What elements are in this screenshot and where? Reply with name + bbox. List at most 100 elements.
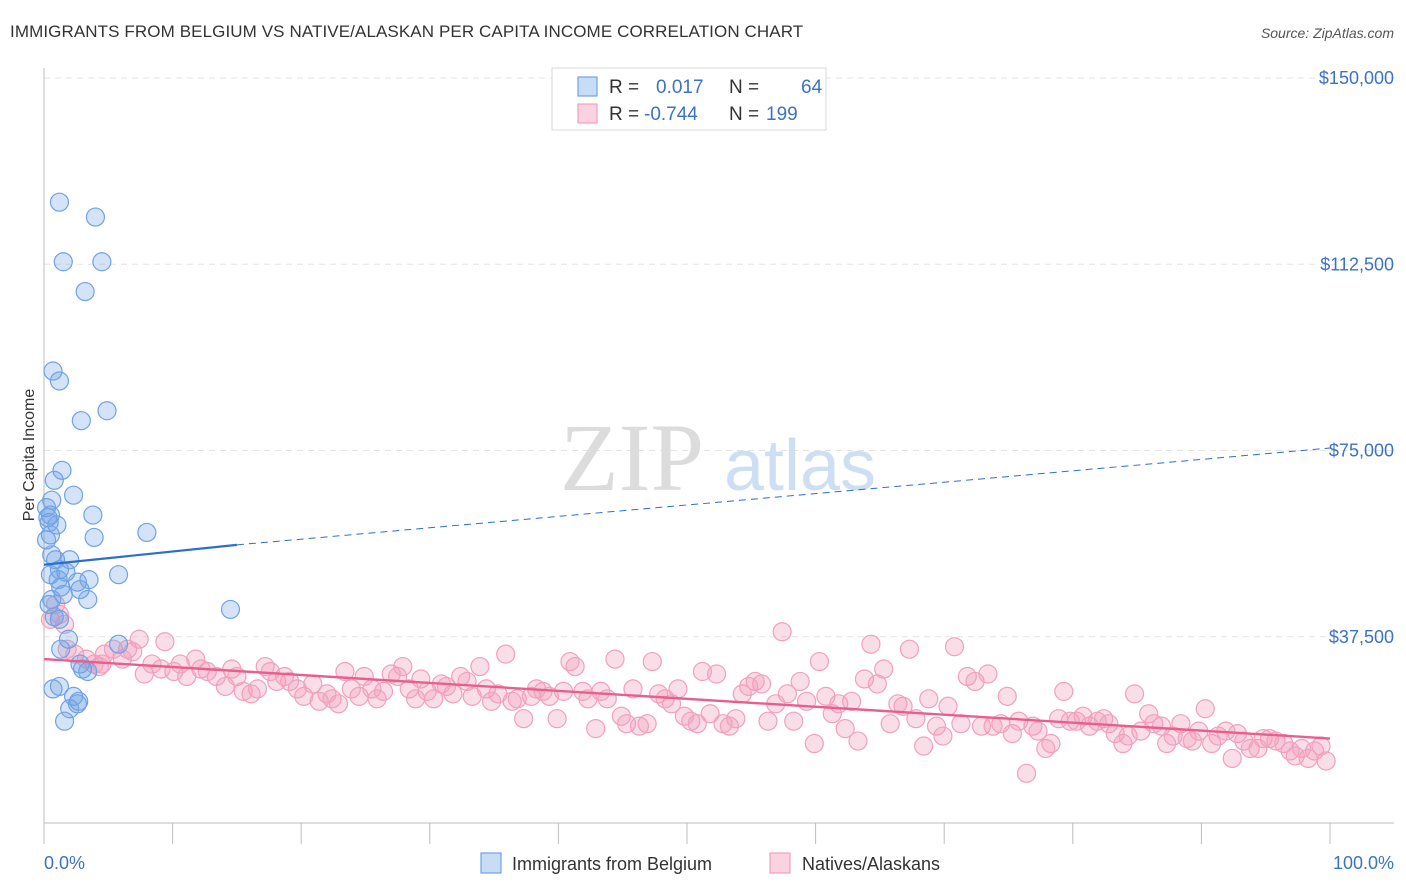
natives-point-64 bbox=[470, 656, 490, 677]
natives-point-30 bbox=[247, 679, 268, 699]
natives-point-29 bbox=[241, 684, 261, 704]
belgium-point-54 bbox=[54, 711, 75, 731]
belgium-point-35 bbox=[53, 584, 73, 605]
natives-point-23 bbox=[197, 661, 217, 682]
belgium-point-42 bbox=[58, 629, 79, 649]
natives-point-98 bbox=[687, 714, 707, 734]
bottom-legend-label-belgium: Immigrants from Belgium bbox=[512, 854, 712, 874]
belgium-point-3 bbox=[92, 252, 112, 272]
natives-point-28 bbox=[233, 681, 253, 701]
natives-point-66 bbox=[481, 691, 502, 711]
natives-trend-line bbox=[43, 657, 1331, 740]
natives-point-147 bbox=[1002, 723, 1022, 744]
belgium-point-5 bbox=[43, 361, 63, 381]
belgium-point-4 bbox=[75, 281, 95, 302]
natives-point-44 bbox=[341, 679, 361, 699]
natives-point-108 bbox=[751, 674, 772, 694]
belgium-point-17 bbox=[47, 515, 67, 535]
natives-point-70 bbox=[507, 689, 527, 709]
natives-point-149 bbox=[1016, 763, 1037, 783]
series-belgium-points bbox=[36, 192, 241, 731]
legend-n-label-belgium: N = bbox=[729, 77, 759, 98]
belgium-point-49 bbox=[49, 676, 70, 697]
watermark: ZIP atlas bbox=[560, 404, 876, 511]
watermark-atlas: atlas bbox=[724, 426, 876, 506]
belgium-point-9 bbox=[52, 460, 72, 480]
trend-lines bbox=[43, 447, 1331, 740]
source-label: Source: ZipAtlas.com bbox=[1260, 25, 1394, 41]
bottom-legend-swatch-belgium bbox=[480, 852, 502, 874]
legend-swatch-natives bbox=[577, 103, 598, 124]
belgium-point-14 bbox=[40, 505, 61, 525]
natives-point-2 bbox=[49, 604, 70, 625]
bottom-legend-swatch-natives bbox=[769, 852, 791, 874]
natives-point-171 bbox=[1157, 733, 1177, 754]
natives-point-99 bbox=[692, 661, 713, 682]
natives-point-79 bbox=[565, 656, 585, 677]
natives-point-139 bbox=[951, 714, 971, 734]
belgium-point-6 bbox=[49, 371, 70, 391]
natives-point-153 bbox=[1041, 733, 1061, 754]
belgium-point-47 bbox=[78, 661, 98, 682]
natives-point-151 bbox=[1028, 721, 1048, 741]
natives-point-104 bbox=[726, 709, 746, 729]
natives-point-134 bbox=[919, 689, 939, 709]
natives-point-178 bbox=[1202, 733, 1222, 754]
belgium-point-2 bbox=[53, 252, 73, 272]
legend-r-label-natives: R = bbox=[609, 104, 639, 125]
belgium-point-11 bbox=[63, 485, 84, 505]
natives-point-184 bbox=[1240, 738, 1260, 759]
natives-point-114 bbox=[790, 671, 810, 692]
belgium-point-21 bbox=[137, 522, 157, 543]
legend-r-value-belgium: 0.017 bbox=[656, 77, 704, 98]
top-legend: R = 0.017 N = 64 R = -0.744 N = 199 bbox=[551, 67, 827, 131]
belgium-point-31 bbox=[48, 570, 68, 590]
natives-point-65 bbox=[476, 679, 496, 699]
natives-point-116 bbox=[804, 733, 824, 754]
natives-point-109 bbox=[758, 711, 778, 731]
natives-point-82 bbox=[586, 719, 606, 739]
natives-point-95 bbox=[668, 679, 688, 699]
bottom-legend-label-natives: Natives/Alaskans bbox=[802, 854, 940, 874]
natives-point-121 bbox=[835, 719, 855, 739]
watermark-zip: ZIP bbox=[560, 404, 704, 511]
natives-point-35 bbox=[280, 671, 300, 692]
natives-point-7 bbox=[84, 654, 104, 674]
natives-point-41 bbox=[322, 689, 342, 709]
natives-point-17 bbox=[155, 632, 175, 652]
belgium-point-44 bbox=[51, 639, 71, 659]
natives-point-128 bbox=[880, 714, 900, 734]
x-axis-labels: 0.0% 100.0% bbox=[44, 853, 1394, 873]
natives-point-43 bbox=[335, 661, 355, 682]
natives-point-90 bbox=[637, 714, 657, 734]
belgium-point-53 bbox=[60, 699, 80, 719]
belgium-point-1 bbox=[85, 207, 106, 227]
natives-point-136 bbox=[933, 726, 953, 746]
natives-point-112 bbox=[777, 684, 797, 704]
belgium-point-18 bbox=[83, 505, 103, 525]
belgium-point-7 bbox=[97, 401, 117, 421]
natives-point-57 bbox=[424, 689, 444, 709]
natives-point-158 bbox=[1073, 706, 1093, 726]
top-legend-box bbox=[551, 67, 827, 131]
natives-point-131 bbox=[899, 639, 920, 659]
x-tick-label-max: 100.0% bbox=[1333, 853, 1394, 873]
natives-point-127 bbox=[874, 659, 894, 679]
natives-point-155 bbox=[1054, 681, 1074, 701]
natives-point-133 bbox=[914, 736, 934, 756]
natives-point-89 bbox=[629, 716, 650, 736]
natives-point-146 bbox=[997, 686, 1017, 706]
natives-point-166 bbox=[1124, 684, 1145, 704]
legend-n-label-natives: N = bbox=[729, 104, 759, 125]
natives-point-117 bbox=[809, 651, 830, 672]
belgium-point-25 bbox=[60, 550, 80, 570]
natives-point-48 bbox=[367, 689, 387, 709]
belgium-point-22 bbox=[36, 530, 57, 550]
belgium-point-8 bbox=[71, 411, 91, 431]
y-tick-label-0: $37,500 bbox=[1329, 627, 1394, 647]
natives-point-42 bbox=[328, 694, 349, 714]
belgium-point-20 bbox=[84, 527, 104, 548]
natives-point-83 bbox=[591, 681, 611, 701]
natives-point-196 bbox=[1316, 751, 1336, 771]
